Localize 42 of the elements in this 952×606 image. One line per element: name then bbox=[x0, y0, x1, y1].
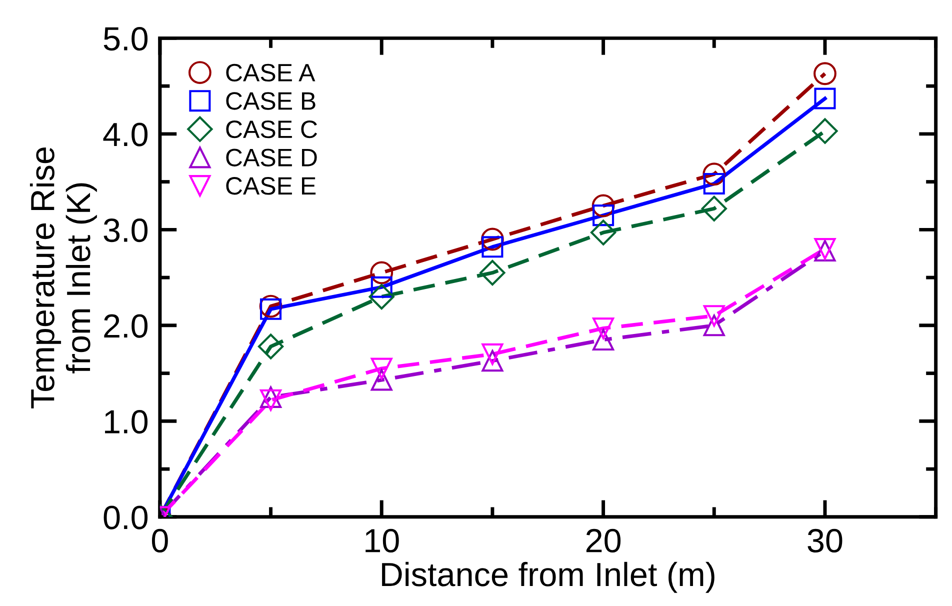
point bbox=[370, 261, 394, 284]
legend-label: CASE C bbox=[226, 120, 318, 138]
point bbox=[590, 220, 616, 246]
point bbox=[814, 88, 836, 110]
point bbox=[370, 369, 392, 391]
point bbox=[703, 314, 725, 336]
point bbox=[701, 196, 727, 222]
x-tick-label: 20 bbox=[586, 528, 621, 553]
point bbox=[370, 358, 392, 380]
legend-label: CASE E bbox=[226, 177, 316, 195]
point bbox=[480, 260, 506, 286]
legend-label: CASE D bbox=[226, 148, 317, 166]
point bbox=[592, 329, 614, 351]
point bbox=[480, 228, 504, 251]
y-tick-label: 4.0 bbox=[103, 122, 148, 146]
y-tick-label: 0.0 bbox=[104, 506, 148, 530]
point bbox=[703, 305, 725, 327]
y-tick-label: 5.0 bbox=[104, 26, 148, 51]
point bbox=[260, 298, 282, 320]
point bbox=[814, 62, 836, 86]
point bbox=[368, 284, 394, 310]
x-axis-title: Distance from Inlet (m) bbox=[382, 562, 714, 593]
x-tick-label: 10 bbox=[366, 528, 399, 553]
x-tick-label: 0 bbox=[152, 528, 168, 553]
point bbox=[812, 118, 838, 144]
point bbox=[482, 236, 504, 258]
y-axis-title: Temperature Rise from Inlet (K) bbox=[30, 147, 97, 408]
point bbox=[592, 194, 615, 218]
point bbox=[258, 334, 284, 360]
point bbox=[259, 294, 282, 318]
x-tick-label: 30 bbox=[808, 528, 842, 553]
point bbox=[703, 172, 725, 194]
point bbox=[592, 204, 614, 226]
legend-label: CASE B bbox=[226, 92, 316, 110]
point bbox=[702, 162, 726, 186]
legend-label: CASE A bbox=[226, 64, 316, 82]
point bbox=[482, 343, 504, 365]
y-tick-label: 1.0 bbox=[105, 410, 148, 434]
point bbox=[482, 350, 504, 372]
y-tick-label: 2.0 bbox=[104, 314, 148, 338]
y-tick-label: 3.0 bbox=[104, 218, 148, 242]
point bbox=[592, 318, 614, 340]
